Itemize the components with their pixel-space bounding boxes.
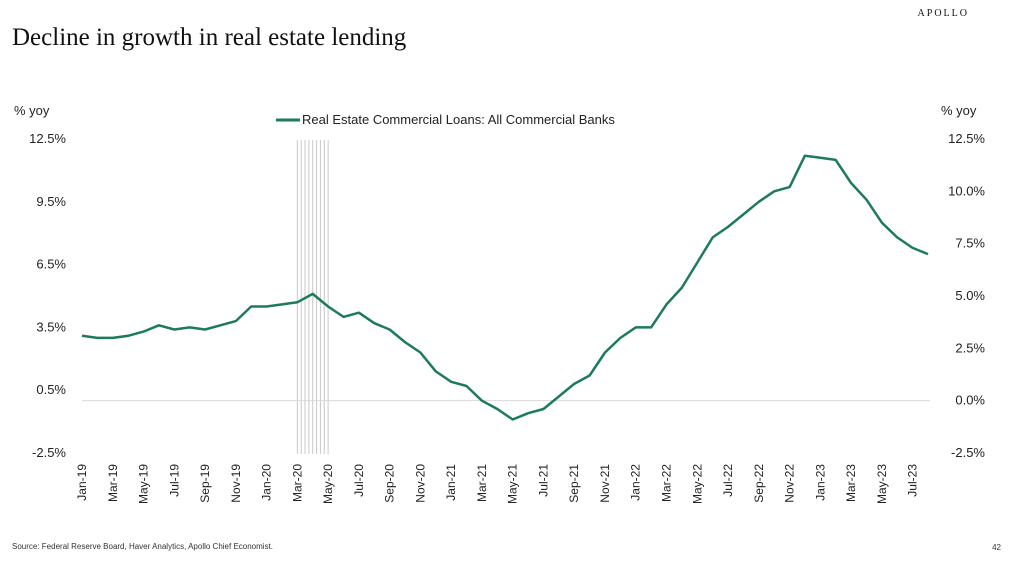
x-tick-label: May-23 xyxy=(875,464,889,504)
right-tick-label: 12.5% xyxy=(948,131,985,146)
legend-label: Real Estate Commercial Loans: All Commer… xyxy=(302,112,615,127)
x-tick-label: May-22 xyxy=(690,464,704,504)
x-tick-label: Nov-19 xyxy=(229,464,243,503)
left-tick-label: 6.5% xyxy=(36,257,66,272)
x-tick-label: Jul-21 xyxy=(536,464,550,497)
right-tick-label: 2.5% xyxy=(955,340,985,355)
line-chart: 12.5% 9.5% 6.5% 3.5% 0.5% -2.5% 12.5% 10.0% 7.5… xyxy=(14,103,985,504)
x-tick-label: Jan-20 xyxy=(260,464,274,501)
x-tick-label: Mar-23 xyxy=(844,464,858,502)
right-tick-label: 5.0% xyxy=(955,288,985,303)
right-axis: 12.5% 10.0% 7.5% 5.0% 2.5% 0.0% -2.5% xyxy=(948,131,985,460)
x-tick-label: Nov-20 xyxy=(413,464,427,503)
x-tick-label: Jan-22 xyxy=(629,464,643,501)
x-tick-label: Mar-20 xyxy=(290,464,304,502)
source-note: Source: Federal Reserve Board, Haver Ana… xyxy=(12,542,274,551)
x-tick-label: Mar-19 xyxy=(106,464,120,502)
left-tick-label: -2.5% xyxy=(32,445,66,460)
x-tick-label: May-20 xyxy=(321,464,335,504)
x-tick-label: Sep-22 xyxy=(752,464,766,503)
left-tick-label: 3.5% xyxy=(36,319,66,334)
left-tick-label: 9.5% xyxy=(36,194,66,209)
right-tick-label: 0.0% xyxy=(955,393,985,408)
left-tick-label: 0.5% xyxy=(36,382,66,397)
chart-title: Decline in growth in real estate lending xyxy=(12,24,407,51)
right-axis-label: % yoy xyxy=(941,103,977,118)
left-axis-label: % yoy xyxy=(14,103,50,118)
page-number: 42 xyxy=(992,543,1001,552)
x-tick-label: May-21 xyxy=(506,464,520,504)
x-tick-label: Nov-22 xyxy=(783,464,797,503)
x-tick-label: Mar-22 xyxy=(660,464,674,502)
x-tick-label: Jul-20 xyxy=(352,464,366,497)
right-tick-label: 10.0% xyxy=(948,183,985,198)
x-tick-label: Sep-20 xyxy=(383,464,397,503)
x-tick-label: May-19 xyxy=(137,464,151,504)
brand-logo: APOLLO xyxy=(917,8,969,19)
left-axis: 12.5% 9.5% 6.5% 3.5% 0.5% -2.5% xyxy=(29,131,66,460)
x-tick-label: Jan-19 xyxy=(75,464,89,501)
x-tick-label: Nov-21 xyxy=(598,464,612,503)
x-tick-label: Jul-22 xyxy=(721,464,735,497)
x-tick-label: Jan-21 xyxy=(444,464,458,501)
x-tick-label: Jul-19 xyxy=(167,464,181,497)
left-tick-label: 12.5% xyxy=(29,131,66,146)
legend: Real Estate Commercial Loans: All Commer… xyxy=(276,112,615,127)
x-tick-label: Jan-23 xyxy=(813,464,827,501)
x-tick-label: Mar-21 xyxy=(475,464,489,502)
x-tick-label: Sep-21 xyxy=(567,464,581,503)
x-tick-label: Sep-19 xyxy=(198,464,212,503)
series-line xyxy=(81,154,929,421)
x-tick-label: Jul-23 xyxy=(906,464,920,497)
right-tick-label: -2.5% xyxy=(951,445,985,460)
recession-shading xyxy=(296,140,329,454)
right-tick-label: 7.5% xyxy=(955,236,985,251)
x-axis: Jan-19 Mar-19 May-19 Jul-19 Sep-19 Nov-19 Jan-… xyxy=(75,464,920,504)
